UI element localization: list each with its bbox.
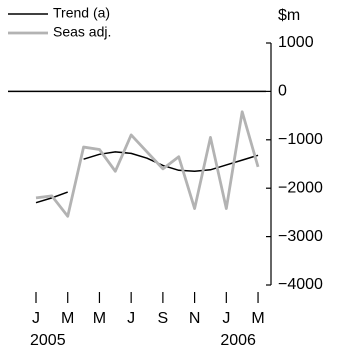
- x-year-label: 2006: [220, 332, 256, 349]
- x-tick-label: J: [222, 310, 230, 327]
- x-tick-label: M: [93, 310, 106, 327]
- x-tick-label: M: [251, 310, 264, 327]
- legend-label: Trend (a): [53, 5, 110, 21]
- x-tick-label: J: [32, 310, 40, 327]
- x-tick-label: M: [61, 310, 74, 327]
- x-year-label: 2005: [30, 332, 66, 349]
- y-tick-label: −3000: [278, 228, 323, 245]
- x-tick-label: N: [189, 310, 201, 327]
- series-line: [83, 151, 259, 173]
- series-line: [35, 110, 260, 218]
- legend-label: Seas adj.: [53, 24, 111, 40]
- y-tick-label: 0: [278, 83, 287, 100]
- y-tick-label: −1000: [278, 131, 323, 148]
- y-tick-label: 1000: [278, 34, 314, 51]
- x-tick-label: J: [127, 310, 135, 327]
- y-tick-label: −2000: [278, 179, 323, 196]
- y-tick-label: −4000: [278, 276, 323, 293]
- y-unit: $m: [278, 7, 300, 24]
- x-tick-label: S: [158, 310, 169, 327]
